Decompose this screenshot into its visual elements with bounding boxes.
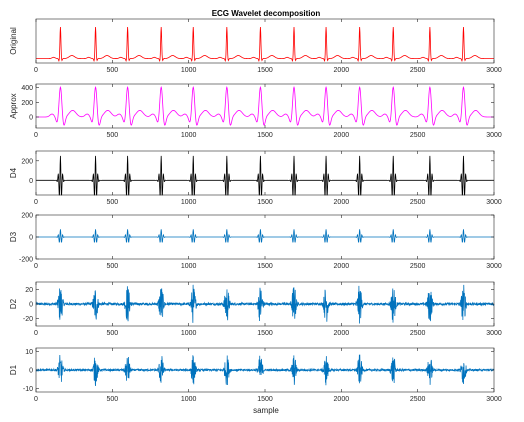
x-tick-label: 1000 (181, 199, 197, 206)
x-tick-label: 1000 (181, 67, 197, 74)
x-tick-label: 1500 (257, 199, 273, 206)
x-tick-label: 1000 (181, 396, 197, 403)
signal-line-d4 (36, 155, 494, 196)
y-axis-label-d2: D2 (9, 298, 18, 309)
x-tick-label: 1500 (257, 396, 273, 403)
x-tick-label: 3000 (486, 396, 502, 403)
signal-line-d1 (35, 354, 495, 387)
x-tick-label: 2000 (334, 330, 350, 337)
x-tick-label: 2500 (410, 199, 426, 206)
x-tick-label: 1000 (181, 330, 197, 337)
y-tick-label: -200 (19, 257, 33, 264)
x-tick-label: 1000 (181, 132, 197, 139)
x-tick-label: 3000 (486, 330, 502, 337)
axes-box-d4 (35, 150, 495, 196)
y-tick-label: 0 (29, 302, 33, 309)
signal-line-original (36, 26, 494, 63)
x-tick-label: 1500 (257, 263, 273, 270)
signal-line-approx (36, 86, 494, 126)
x-tick-label: 0 (34, 396, 38, 403)
y-tick-label: 20 (25, 287, 33, 294)
x-tick-label: 500 (106, 396, 118, 403)
x-tick-label: 2500 (410, 396, 426, 403)
y-tick-label: -20 (23, 316, 33, 323)
x-tick-label: 2000 (334, 132, 350, 139)
x-axis-label: sample (253, 406, 279, 415)
x-tick-label: 1500 (257, 330, 273, 337)
x-tick-label: 2500 (410, 132, 426, 139)
y-tick-label: 0 (29, 178, 33, 185)
signal-line-d3 (36, 229, 494, 243)
x-tick-label: 2000 (334, 199, 350, 206)
y-axis-label-approx: Approx (9, 93, 18, 118)
signal-line-d2 (35, 284, 495, 324)
x-tick-label: 0 (34, 330, 38, 337)
x-tick-label: 500 (106, 199, 118, 206)
y-tick-label: 200 (21, 158, 33, 165)
y-axis-label-d3: D3 (9, 231, 18, 242)
x-tick-label: 0 (34, 132, 38, 139)
x-tick-label: 1500 (257, 132, 273, 139)
x-tick-label: 500 (106, 263, 118, 270)
x-tick-label: 500 (106, 132, 118, 139)
x-tick-label: 3000 (486, 263, 502, 270)
x-tick-label: 0 (34, 199, 38, 206)
x-tick-label: 2000 (334, 396, 350, 403)
chart-title: ECG Wavelet decomposition (212, 9, 321, 18)
y-tick-label: 200 (21, 100, 33, 107)
y-axis-label-original: Original (9, 27, 18, 55)
y-tick-label: 400 (21, 85, 33, 92)
x-tick-label: 500 (106, 330, 118, 337)
y-axis-label-d4: D4 (9, 167, 18, 178)
x-tick-label: 2000 (334, 263, 350, 270)
x-tick-label: 3000 (486, 199, 502, 206)
y-axis-label-d1: D1 (9, 364, 18, 375)
y-tick-label: 0 (29, 115, 33, 122)
x-tick-label: 2500 (410, 330, 426, 337)
x-tick-label: 0 (34, 263, 38, 270)
x-tick-label: 1500 (257, 67, 273, 74)
y-tick-label: 10 (25, 349, 33, 356)
y-tick-label: 0 (29, 368, 33, 375)
panel-original: 0 500 1000 1500 2000 2500 3000 Original (9, 18, 502, 74)
x-tick-label: 3000 (486, 67, 502, 74)
x-tick-label: 2000 (334, 67, 350, 74)
x-tick-label: 0 (34, 67, 38, 74)
y-tick-label: 200 (21, 213, 33, 220)
x-tick-label: 3000 (486, 132, 502, 139)
x-tick-label: 2500 (410, 263, 426, 270)
x-tick-label: 500 (106, 67, 118, 74)
x-tick-label: 2500 (410, 67, 426, 74)
y-tick-label: 0 (29, 235, 33, 242)
y-tick-label: -10 (23, 386, 33, 393)
x-tick-label: 1000 (181, 263, 197, 270)
